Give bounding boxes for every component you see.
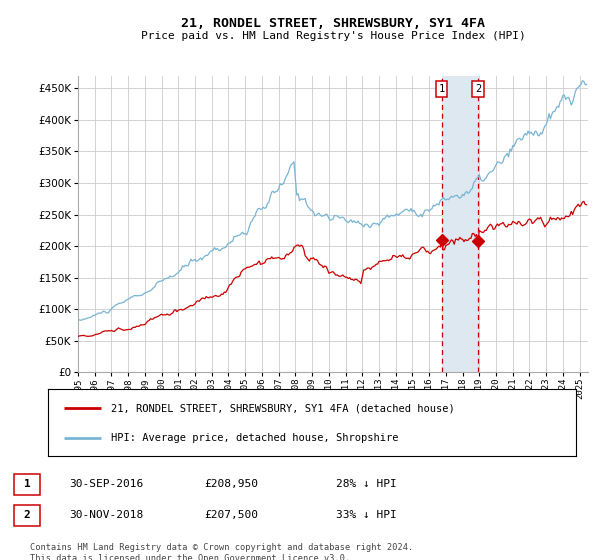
Text: 2: 2	[23, 510, 31, 520]
Text: £208,950: £208,950	[204, 479, 258, 489]
Text: £207,500: £207,500	[204, 510, 258, 520]
Text: 30-NOV-2018: 30-NOV-2018	[69, 510, 143, 520]
Bar	[442, 76, 478, 372]
Text: 1: 1	[439, 84, 445, 94]
Text: 2: 2	[475, 84, 481, 94]
Text: 30-SEP-2016: 30-SEP-2016	[69, 479, 143, 489]
Text: 28% ↓ HPI: 28% ↓ HPI	[336, 479, 397, 489]
Text: 21, RONDEL STREET, SHREWSBURY, SY1 4FA (detached house): 21, RONDEL STREET, SHREWSBURY, SY1 4FA (…	[112, 403, 455, 413]
Text: 21, RONDEL STREET, SHREWSBURY, SY1 4FA: 21, RONDEL STREET, SHREWSBURY, SY1 4FA	[181, 17, 485, 30]
Text: HPI: Average price, detached house, Shropshire: HPI: Average price, detached house, Shro…	[112, 432, 399, 442]
Text: Price paid vs. HM Land Registry's House Price Index (HPI): Price paid vs. HM Land Registry's House …	[140, 31, 526, 41]
Text: Contains HM Land Registry data © Crown copyright and database right 2024.
This d: Contains HM Land Registry data © Crown c…	[30, 543, 413, 560]
Text: 33% ↓ HPI: 33% ↓ HPI	[336, 510, 397, 520]
Text: 1: 1	[23, 479, 31, 489]
